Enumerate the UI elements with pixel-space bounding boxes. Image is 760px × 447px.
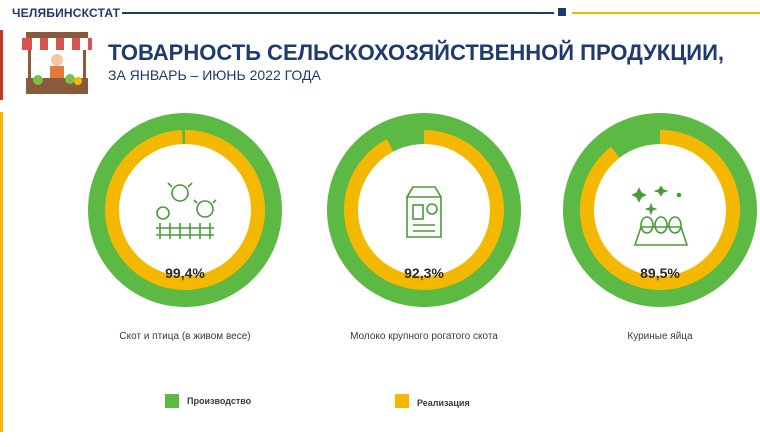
donut-hole	[594, 144, 726, 276]
category-label-eggs: Куриные яйца	[627, 331, 693, 342]
left-accent-yellow	[0, 112, 3, 432]
donut-value-label: 99,4%	[165, 265, 205, 281]
donut-hole	[358, 144, 490, 276]
donut-chart-milk: 92,3%	[327, 113, 521, 307]
donut-value-label: 92,3%	[404, 265, 444, 281]
donut-chart-eggs: 89,5%	[563, 113, 757, 307]
top-divider-accent	[572, 12, 760, 14]
legend-item-sales: Реализация	[395, 394, 470, 408]
top-divider-marker	[558, 8, 566, 16]
top-divider	[122, 12, 554, 14]
legend-swatch-sales	[395, 394, 409, 408]
donut-value-label: 89,5%	[640, 265, 680, 281]
donut-hole	[119, 144, 251, 276]
legend-label-sales: Реализация	[417, 398, 470, 408]
donut-chart-livestock: 99,4%	[88, 113, 282, 307]
market-stall-icon	[22, 32, 92, 94]
legend-label-production: Производство	[187, 396, 252, 406]
livestock-icon	[156, 182, 217, 239]
brand-label: ЧЕЛЯБИНСКСТАТ	[12, 6, 121, 20]
legend-swatch-production	[165, 394, 179, 408]
page-title: ТОВАРНОСТЬ СЕЛЬСКОХОЗЯЙСТВЕННОЙ ПРОДУКЦИ…	[108, 40, 725, 65]
category-label-livestock: Скот и птица (в живом весе)	[119, 331, 251, 342]
egg-tray-icon	[631, 185, 689, 246]
category-label-milk: Молоко крупного рогатого скота	[350, 331, 498, 342]
milk-carton-icon	[405, 186, 442, 238]
left-accent-red	[0, 30, 3, 100]
legend-item-production: Производство	[165, 394, 251, 408]
page-subtitle: ЗА ЯНВАРЬ – ИЮНЬ 2022 ГОДА	[108, 67, 321, 83]
